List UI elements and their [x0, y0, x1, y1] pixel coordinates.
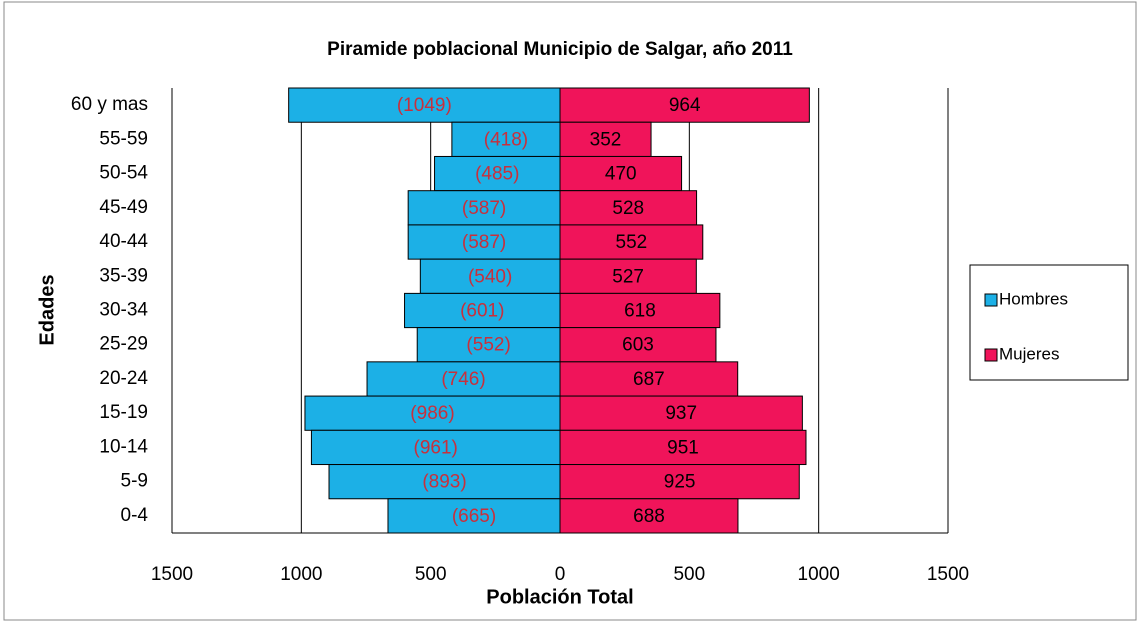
bar — [434, 155, 561, 192]
bar-label: (893) — [422, 472, 466, 493]
x-tick-label: 1000 — [798, 564, 840, 585]
bar-label: 527 — [612, 266, 644, 287]
bar-label: (601) — [460, 301, 504, 322]
bar-label: (485) — [475, 164, 519, 185]
bar-label: (418) — [484, 129, 528, 150]
bar-label: (552) — [466, 335, 510, 356]
bar-label: (746) — [441, 369, 485, 390]
y-tick-label: 20-24 — [99, 368, 148, 389]
bar — [559, 292, 721, 329]
bar-label: 528 — [612, 198, 644, 219]
bar-label: (665) — [452, 506, 496, 527]
legend-label: Hombres — [999, 289, 1068, 308]
y-tick-label: 15-19 — [99, 402, 148, 423]
bar-label: 552 — [616, 232, 648, 253]
bar-label: (1049) — [397, 95, 452, 116]
x-tick-label: 1000 — [280, 564, 322, 585]
bar-label: 687 — [633, 369, 665, 390]
y-tick-label: 40-44 — [99, 231, 148, 252]
bar — [404, 292, 561, 329]
bar-label: 603 — [622, 335, 654, 356]
bar — [366, 361, 561, 397]
x-tick-label: 500 — [673, 564, 705, 585]
bar-label: 937 — [665, 403, 697, 424]
bar — [559, 224, 704, 260]
y-tick-label: 55-59 — [99, 128, 148, 149]
x-tick-label: 0 — [555, 564, 566, 585]
y-tick-label: 35-39 — [99, 265, 148, 286]
x-tick-label: 1500 — [151, 564, 193, 585]
x-axis-title: Población Total — [486, 586, 633, 608]
bar — [328, 464, 561, 500]
legend-label: Mujeres — [999, 344, 1059, 363]
bar — [559, 87, 810, 123]
y-tick-label: 10-14 — [99, 436, 148, 457]
bar — [559, 190, 698, 226]
x-tick-label: 1500 — [927, 564, 969, 585]
bar — [407, 224, 561, 260]
bar — [559, 121, 652, 157]
bar-label: 688 — [633, 506, 665, 527]
y-tick-label: 30-34 — [99, 300, 148, 321]
bar-label: (540) — [468, 266, 512, 287]
y-axis-title: Edades — [36, 274, 58, 345]
y-tick-label: 45-49 — [99, 197, 148, 218]
bar-label: (961) — [414, 437, 458, 458]
bar — [559, 258, 697, 294]
y-tick-label: 5-9 — [121, 471, 148, 492]
bar-label: (986) — [410, 403, 454, 424]
legend-swatch — [984, 293, 998, 307]
bar — [310, 429, 561, 466]
chart-title: Piramide poblacional Municipio de Salgar… — [327, 39, 793, 60]
bar-label: 470 — [605, 164, 637, 185]
bar-label: 618 — [624, 301, 656, 322]
y-tick-label: 25-29 — [99, 334, 148, 355]
bar-label: 925 — [664, 472, 696, 493]
y-tick-label: 60 y mas — [71, 94, 148, 115]
bar-label: 951 — [667, 437, 699, 458]
bar-label: 964 — [669, 95, 701, 116]
bar — [387, 498, 561, 534]
legend-swatch — [984, 348, 998, 362]
x-tick-label: 500 — [415, 564, 447, 585]
y-tick-label: 0-4 — [121, 505, 149, 526]
bar-label: 352 — [590, 129, 622, 150]
bar — [559, 498, 739, 534]
y-tick-label: 50-54 — [99, 163, 148, 184]
bar — [559, 327, 717, 363]
bar — [559, 155, 683, 192]
bar-label: (587) — [462, 232, 506, 253]
bar — [304, 395, 561, 431]
bar-label: (587) — [462, 198, 506, 219]
bar — [416, 327, 561, 363]
